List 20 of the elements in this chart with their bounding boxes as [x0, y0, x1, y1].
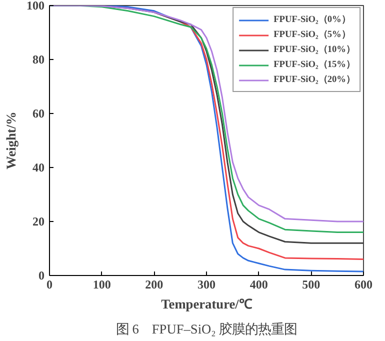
y-tick-label: 20 — [32, 214, 44, 228]
x-tick-label: 400 — [250, 278, 268, 292]
y-axis-title: Weight/% — [4, 112, 18, 170]
legend-label: FPUF-SiO₂（10%） — [274, 44, 355, 56]
x-tick-label: 500 — [302, 278, 320, 292]
legend-label: FPUF-SiO₂（15%） — [274, 59, 355, 71]
caption: 图 6 FPUF–SiO₂ 胶膜的热重图 — [116, 322, 298, 336]
x-tick-label: 100 — [92, 278, 111, 292]
legend-label: FPUF-SiO₂（5%） — [274, 29, 350, 41]
y-tick-label: 40 — [32, 160, 44, 174]
y-tick-label: 0 — [38, 268, 44, 282]
x-tick-label: 300 — [198, 278, 216, 292]
y-tick-label: 100 — [26, 0, 44, 12]
x-axis-title: Temperature/℃ — [161, 296, 253, 312]
legend-label: FPUF-SiO₂（20%） — [274, 74, 355, 86]
x-tick-label: 600 — [354, 278, 372, 292]
y-tick-label: 60 — [32, 106, 44, 120]
y-tick-label: 80 — [32, 52, 44, 66]
x-tick-label: 200 — [145, 278, 164, 292]
legend-label: FPUF-SiO₂（0%） — [274, 14, 350, 26]
